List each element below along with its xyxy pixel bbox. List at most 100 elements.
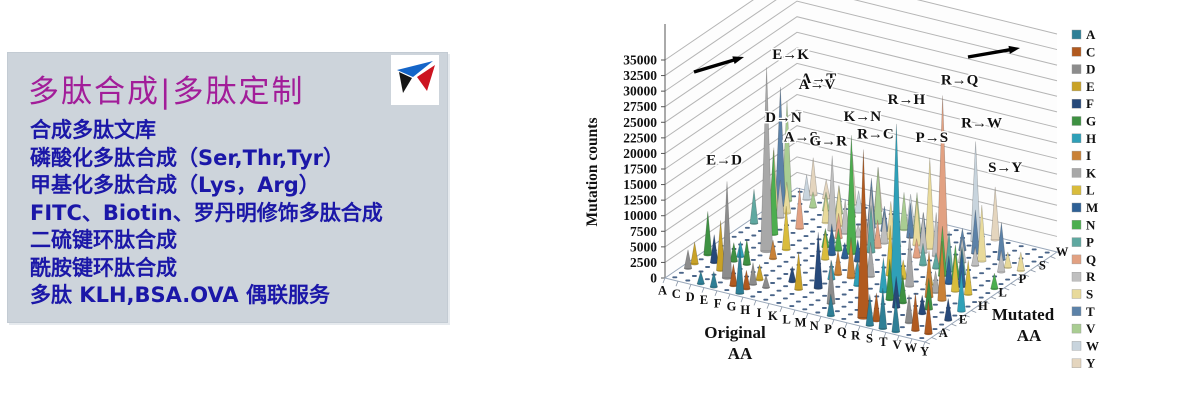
svg-text:S: S [866,332,873,346]
service-item-fitc-biotin[interactable]: FITC、Biotin、罗丹明修饰多肽合成 [30,200,383,225]
cone-D-G [729,242,738,263]
svg-text:27500: 27500 [623,99,657,114]
axis-titles: Original AA Mutated AA [704,305,1054,363]
mutation-cones [683,67,1025,336]
brand-logo[interactable] [391,55,439,105]
annotation-P-S: P→S [916,130,949,146]
svg-text:G: G [727,300,737,314]
cone-E-Q [795,187,804,230]
cone-T-S [977,204,987,263]
legend-label-G: G [1086,114,1096,129]
legend-label-K: K [1086,165,1097,180]
cone-L-V [899,192,909,232]
cone-C-R [775,180,785,220]
legend-swatch-E [1071,81,1082,92]
legend-item-N: N [1071,217,1096,232]
cone-Y-H [957,270,966,313]
service-item-amide-cyclic[interactable]: 酰胺键环肽合成 [30,255,177,280]
legend-label-V: V [1086,321,1096,336]
cone-S-A [865,294,875,327]
svg-text:35000: 35000 [623,53,657,68]
cone-P-S [924,157,935,251]
legend-item-Q: Q [1071,252,1096,267]
cone-S-G [898,274,908,305]
legend-label-H: H [1086,131,1096,146]
annotation-R-Q: R→Q [941,72,979,88]
cone-M-T [906,203,915,239]
cone-T-A [878,288,888,331]
cone-I-N [834,228,843,252]
legend-swatch-N [1071,220,1082,230]
annotation-E-D: E→D [706,152,742,168]
svg-text:A: A [939,326,948,340]
service-item-phosphorylation[interactable]: 磷酸化多肽合成（Ser,Thr,Tyr） [30,145,345,170]
svg-text:15000: 15000 [623,177,657,192]
service-item-disulfide-cyclic[interactable]: 二硫键环肽合成 [30,228,177,252]
cone-E-G [742,239,751,267]
svg-text:I: I [757,306,762,320]
legend-label-S: S [1086,287,1093,302]
service-item-klh-bsa-ova[interactable]: 多肽 KLH,BSA.OVA 偶联服务 [30,283,330,307]
legend-swatch-W [1071,341,1082,351]
svg-text:20000: 20000 [623,146,657,161]
legend-swatch-P [1071,237,1082,247]
legend-item-L: L [1071,183,1095,198]
legend-label-R: R [1086,269,1096,284]
cone-C-W [802,174,811,202]
legend-item-S: S [1071,287,1093,302]
cone-I-M [827,223,837,257]
svg-text:H: H [978,299,988,313]
svg-text:C: C [672,287,681,301]
cone-I-F [788,266,797,284]
service-item-peptide-library[interactable]: 合成多肽文库 [30,118,156,142]
cone-A-D [683,249,693,270]
legend-label-P: P [1086,235,1094,250]
svg-text:W: W [905,341,918,355]
cone-L-F [813,232,823,290]
annotation-G-R: G→R [809,134,847,150]
cone-T-K [931,270,940,295]
cone-W-R [997,250,1006,274]
legend-swatch-K [1071,168,1082,178]
svg-text:F: F [714,296,722,310]
legend-swatch-Q [1071,254,1082,265]
legend-item-Y: Y [1071,356,1096,371]
svg-text:Mutated: Mutated [992,305,1055,324]
legend-label-D: D [1086,62,1095,77]
annotation-R-W: R→W [961,115,1002,131]
svg-text:R: R [851,328,861,342]
legend-swatch-F [1071,98,1082,109]
cone-F-L [781,206,791,252]
svg-text:12500: 12500 [623,193,657,208]
legend-swatch-T [1071,306,1082,316]
svg-text:30000: 30000 [623,84,657,99]
legend-label-A: A [1086,27,1096,42]
cone-Q-P [918,243,928,267]
legend-label-F: F [1086,96,1094,111]
legend-item-K: K [1071,165,1097,180]
svg-text:32500: 32500 [623,68,657,83]
cone-Y-F [944,298,953,322]
cone-P-Q [912,238,921,259]
svg-text:N: N [810,319,819,333]
svg-text:AA: AA [728,344,753,363]
legend-item-W: W [1071,338,1099,353]
brand-triangle-logo-icon [397,61,435,93]
cone-E-K [760,67,773,254]
annotation-A-T: A→T [800,71,836,87]
service-item-methylation[interactable]: 甲基化多肽合成（Lys，Arg） [30,173,320,197]
annotation-S-Y: S→Y [988,160,1022,176]
legend-label-N: N [1086,217,1096,232]
cone-V-D [904,294,914,325]
cone-R-C [857,149,870,320]
svg-text:10000: 10000 [623,208,657,223]
svg-text:22500: 22500 [623,130,657,145]
cone-D-A [696,270,705,286]
cone-Y-C [924,299,933,336]
cone-A-G [703,211,713,257]
legend-swatch-C [1071,47,1082,57]
